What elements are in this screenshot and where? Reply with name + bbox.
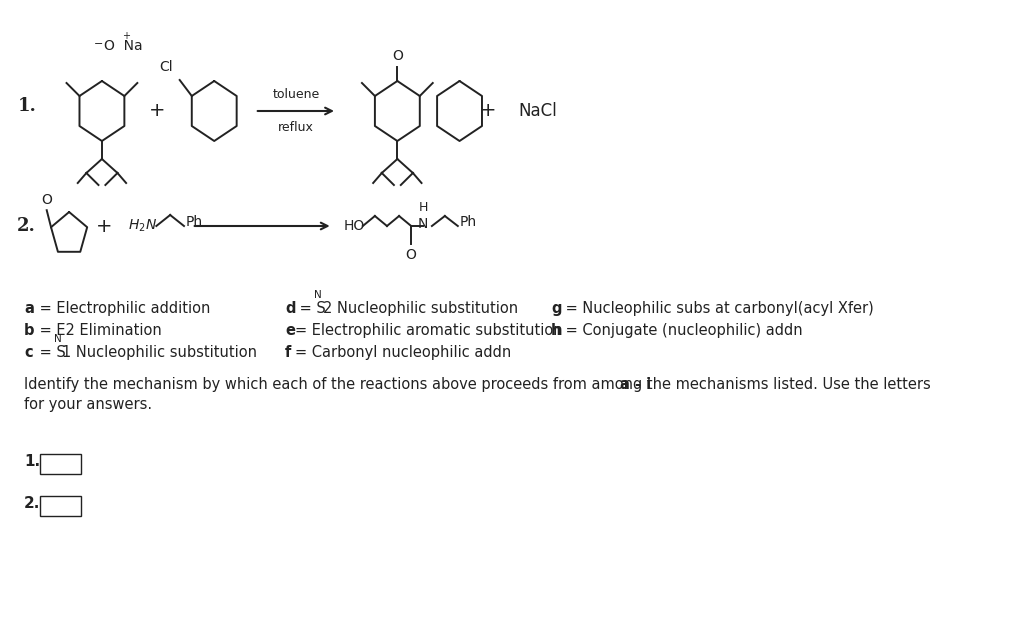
Text: Cl: Cl (159, 60, 173, 74)
Text: 1 Nucleophilic substitution: 1 Nucleophilic substitution (62, 345, 257, 360)
Text: O: O (392, 49, 402, 63)
Text: a: a (25, 301, 34, 316)
Text: reflux: reflux (278, 121, 313, 134)
Text: N: N (53, 334, 61, 344)
Text: 1.: 1. (25, 453, 40, 468)
Text: d: d (285, 301, 296, 316)
Text: H: H (419, 201, 428, 214)
Text: h: h (551, 323, 561, 338)
Text: = S: = S (295, 301, 327, 316)
Text: $H_2N$: $H_2N$ (128, 218, 157, 234)
Text: NaCl: NaCl (518, 102, 557, 120)
Text: N: N (314, 290, 323, 300)
Text: 1.: 1. (17, 97, 36, 115)
Bar (40, 454, 81, 474)
Text: O  Na: O Na (103, 39, 142, 53)
Text: O: O (41, 193, 52, 207)
Text: HO: HO (344, 219, 365, 233)
Bar (40, 496, 81, 516)
Text: 2 Nucleophilic substitution: 2 Nucleophilic substitution (323, 301, 518, 316)
Text: = Carbonyl nucleophilic addn: = Carbonyl nucleophilic addn (295, 345, 512, 360)
Text: = Nucleophilic subs at carbonyl(acyl Xfer): = Nucleophilic subs at carbonyl(acyl Xfe… (561, 301, 874, 316)
Text: e: e (285, 323, 295, 338)
Text: +: + (95, 217, 112, 235)
Text: +: + (480, 101, 497, 120)
Text: f: f (285, 345, 292, 360)
Text: = S: = S (35, 345, 66, 360)
Text: Ph: Ph (460, 215, 476, 229)
Text: 2.: 2. (17, 217, 36, 235)
Text: = Electrophilic addition: = Electrophilic addition (35, 301, 210, 316)
Text: N: N (418, 217, 428, 231)
Text: O: O (406, 248, 417, 262)
Text: +: + (122, 31, 130, 41)
Text: a - i: a - i (621, 377, 651, 392)
Text: b: b (25, 323, 35, 338)
Text: = E2 Elimination: = E2 Elimination (35, 323, 162, 338)
Text: for your answers.: for your answers. (25, 397, 153, 412)
Text: toluene: toluene (272, 88, 319, 101)
Text: = Electrophilic aromatic substitution: = Electrophilic aromatic substitution (295, 323, 563, 338)
Text: 2.: 2. (25, 496, 41, 510)
Text: = Conjugate (nucleophilic) addn: = Conjugate (nucleophilic) addn (561, 323, 803, 338)
Text: Ph: Ph (185, 215, 203, 229)
Text: +: + (148, 101, 166, 120)
Text: c: c (25, 345, 33, 360)
Text: −: − (94, 39, 103, 49)
Text: g: g (551, 301, 561, 316)
Text: Identify the mechanism by which each of the reactions above proceeds from among : Identify the mechanism by which each of … (25, 377, 936, 392)
